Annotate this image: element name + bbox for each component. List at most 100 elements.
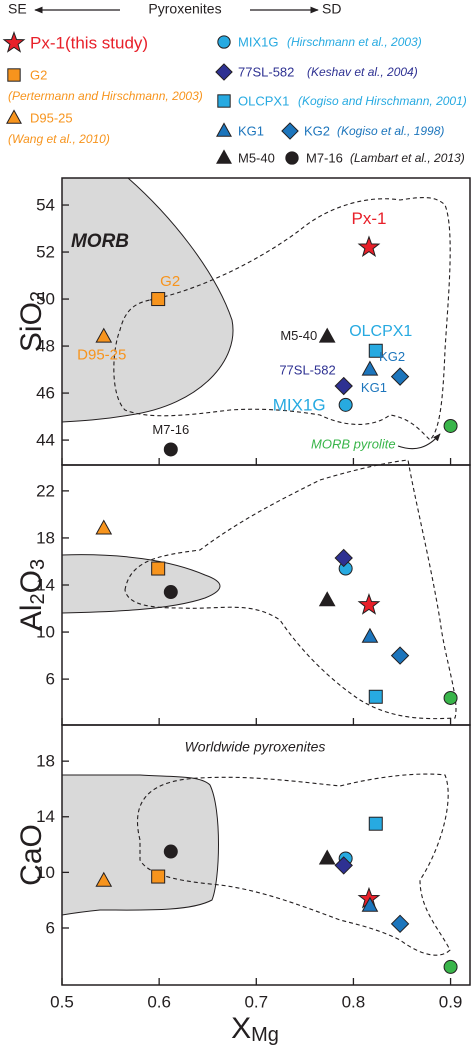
marker-circle — [163, 442, 178, 457]
marker-square — [151, 561, 166, 576]
marker-triangle — [95, 327, 113, 343]
marker-square — [151, 869, 166, 884]
region-label: Worldwide pyroxenites — [185, 739, 326, 755]
marker-triangle — [6, 109, 22, 124]
legend-label: 77SL-582 — [238, 64, 294, 79]
legend-label: KG2 — [304, 123, 330, 138]
y-tick-label: 50 — [36, 290, 55, 309]
y-tick-label: 44 — [36, 431, 55, 450]
marker-triangle — [216, 122, 232, 137]
x-tick-label: 0.8 — [342, 992, 366, 1011]
marker-triangle — [318, 327, 336, 343]
marker-circle — [163, 844, 178, 859]
legend-citation: (Lambart et al., 2013) — [350, 151, 465, 165]
point-label: M7-16 — [152, 422, 189, 437]
legend-label: MIX1G — [238, 34, 278, 49]
label-part: Al — [15, 604, 48, 631]
point-label: M5-40 — [280, 328, 317, 343]
marker-diamond — [215, 63, 233, 81]
marker-star — [357, 235, 381, 258]
marker-diamond — [334, 548, 353, 568]
panel-frame — [61, 724, 471, 986]
marker-square — [7, 68, 21, 82]
y-axis-label: SiO2 — [15, 291, 49, 352]
legend-citation: (Pertermann and Hirschmann, 2003) — [8, 89, 203, 103]
marker-triangle — [216, 149, 232, 164]
marker-triangle — [361, 896, 379, 912]
pyrolite-arrow — [397, 433, 441, 450]
label-part: X — [231, 1012, 251, 1045]
pyroxenite-field — [113, 197, 451, 441]
y-tick-label: 14 — [36, 575, 55, 594]
marker-circle — [163, 585, 178, 600]
marker-diamond — [334, 856, 353, 875]
legend-label: KG1 — [238, 123, 264, 138]
marker-triangle — [318, 591, 336, 607]
y-axis-label: CaO — [15, 824, 48, 886]
point-label: KG1 — [361, 380, 387, 395]
point-label: MORB pyrolite — [311, 436, 396, 451]
y-tick-label: 46 — [36, 384, 55, 403]
legend-citation: (Keshav et al., 2004) — [307, 65, 418, 79]
y-tick-label: 14 — [36, 807, 55, 826]
marker-circle — [338, 397, 353, 412]
y-tick-label: 18 — [36, 528, 55, 547]
x-axis-label: XMg — [231, 1012, 279, 1046]
marker-circle — [443, 418, 458, 433]
point-label: 77SL-582 — [279, 362, 335, 377]
x-tick-label: 0.5 — [50, 992, 74, 1011]
subscript: 2 — [27, 593, 49, 604]
y-tick-label: 54 — [36, 196, 55, 215]
legend-label: Px-1(this study) — [30, 33, 148, 52]
pyroxenite-field — [136, 773, 451, 956]
y-tick-label: 22 — [36, 481, 55, 500]
marker-diamond — [390, 646, 410, 665]
legend-label: M5-40 — [238, 150, 275, 165]
x-tick-label: 0.6 — [147, 992, 171, 1011]
legend-label: M7-16 — [306, 150, 343, 165]
marker-triangle — [361, 627, 379, 643]
y-axis-label: Al2O3 — [15, 559, 49, 631]
legend-citation: (Hirschmann et al., 2003) — [287, 35, 422, 49]
point-label: D95-25 — [77, 347, 126, 364]
y-tick-label: 10 — [36, 623, 55, 642]
point-label: OLCPX1 — [349, 323, 412, 340]
subscript: Mg — [251, 1024, 279, 1046]
marker-star — [357, 593, 381, 615]
marker-circle — [443, 959, 458, 974]
marker-square — [151, 292, 166, 307]
y-tick-label: 10 — [36, 863, 55, 882]
marker-triangle — [318, 849, 336, 865]
header-right: SD — [322, 1, 341, 17]
legend-label: G2 — [30, 67, 47, 82]
legend-citation: (Wang et al., 2010) — [8, 132, 110, 146]
subscript: 3 — [27, 559, 49, 570]
region-label: MORB — [71, 231, 129, 252]
point-label: MIX1G — [273, 395, 326, 414]
marker-triangle — [95, 519, 113, 535]
legend-citation: (Kogiso et al., 1998) — [337, 124, 444, 138]
header-left: SE — [8, 1, 27, 17]
marker-diamond — [390, 914, 410, 934]
point-label: KG2 — [379, 349, 405, 364]
pyroxenite-field — [124, 459, 457, 720]
marker-circle — [217, 35, 231, 49]
label-part: CaO — [15, 824, 48, 886]
marker-square — [368, 689, 383, 704]
y-tick-label: 48 — [36, 337, 55, 356]
marker-circle — [285, 151, 299, 165]
marker-square — [368, 816, 383, 831]
marker-circle — [443, 690, 458, 705]
x-tick-label: 0.9 — [439, 992, 463, 1011]
marker-square — [368, 343, 383, 358]
point-label: Px-1 — [351, 209, 386, 228]
y-tick-label: 18 — [36, 752, 55, 771]
marker-diamond — [334, 376, 353, 396]
legend-label: D95-25 — [30, 110, 73, 125]
y-tick-label: 6 — [46, 670, 55, 689]
point-label: G2 — [160, 273, 180, 290]
marker-triangle — [95, 871, 113, 887]
marker-diamond — [390, 367, 410, 386]
y-tick-label: 52 — [36, 243, 55, 262]
